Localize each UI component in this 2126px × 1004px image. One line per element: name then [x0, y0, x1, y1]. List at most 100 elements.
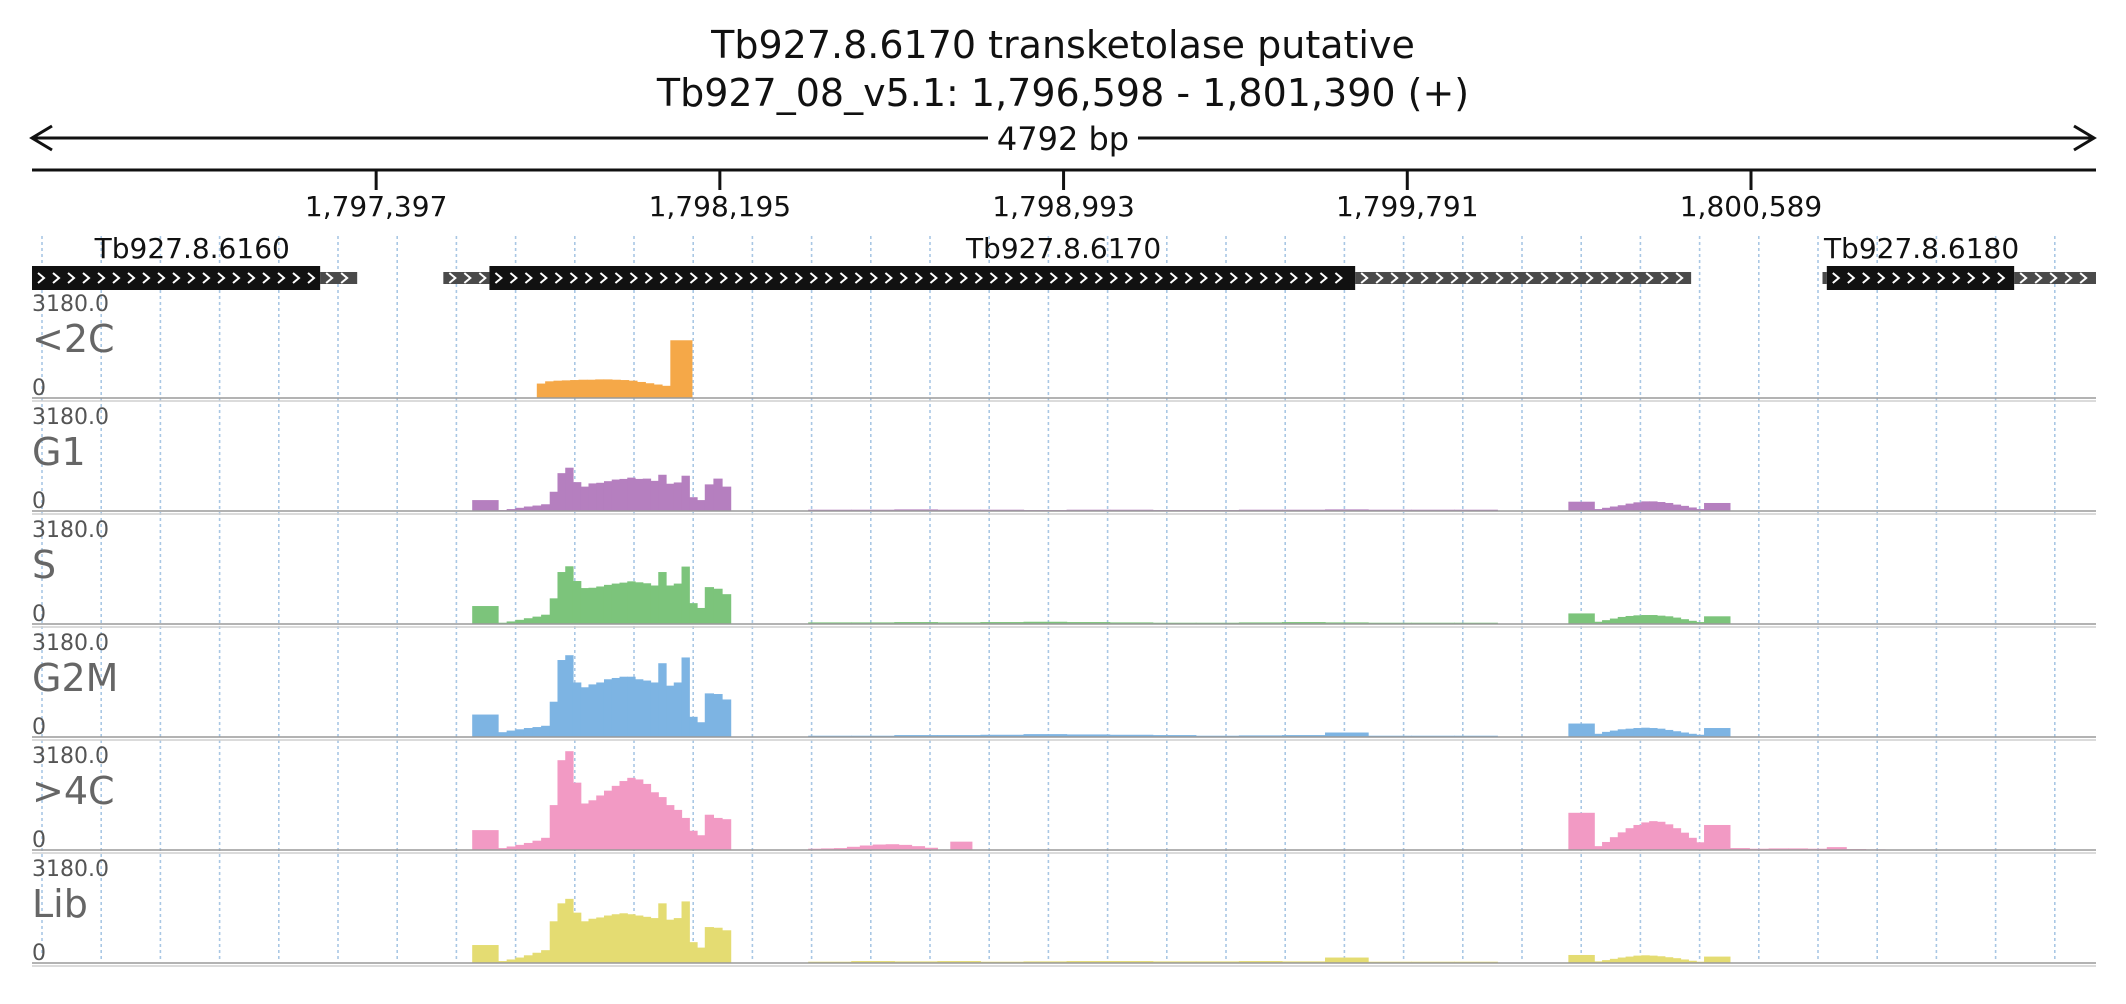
coverage-bar [650, 480, 659, 511]
coverage-bar [588, 684, 597, 737]
gene-model: Tb927.8.6160 [32, 232, 358, 290]
coverage-bar [1609, 958, 1619, 963]
coverage-bar [523, 728, 534, 737]
coverage-bar [565, 655, 574, 737]
coverage-bar [1568, 954, 1595, 963]
strand-arrow-icon [478, 272, 487, 284]
coverage-bar [603, 679, 613, 737]
coverage-bar [642, 916, 652, 963]
strand-arrow-icon [1675, 272, 1684, 284]
coverage-bar [506, 621, 516, 624]
strand-arrow-icon [2064, 272, 2073, 284]
coverage-bar [713, 478, 723, 511]
coverage-bar [603, 481, 613, 511]
coverage-bar [653, 384, 663, 398]
coverage-bar [1568, 723, 1595, 737]
coverage-bar [580, 921, 590, 963]
coverage-bar [627, 914, 636, 963]
coverage-bar [498, 732, 508, 737]
coverage-bar [588, 483, 597, 511]
coverage-bar [658, 663, 667, 737]
coverage-bar [924, 847, 938, 850]
strand-arrow-icon [2079, 272, 2088, 284]
strand-arrow-icon [277, 272, 286, 284]
strand-arrow-icon [989, 272, 998, 284]
coverage-bar [697, 722, 706, 737]
strand-arrow-icon [914, 272, 923, 284]
coverage-bar [1826, 847, 1847, 850]
strand-arrow-icon [2049, 272, 2058, 284]
coverage-bar [1109, 961, 1154, 963]
coverage-bar [1594, 509, 1603, 511]
coverage-bar [557, 760, 566, 850]
coverage-bar [1688, 733, 1697, 737]
coverage-bar [619, 913, 628, 963]
coverage-bar [636, 381, 646, 398]
coverage-bar [1656, 502, 1666, 511]
coverage-bar [697, 835, 706, 850]
coverage-bar [515, 729, 525, 737]
strand-arrow-icon [1510, 272, 1519, 284]
coverage-bar [565, 467, 574, 511]
coverage-bar [872, 844, 887, 850]
coverage-bar [549, 491, 559, 511]
coverage-bar [635, 478, 644, 511]
coverage-bar [627, 581, 636, 624]
coverage-bar [1656, 728, 1666, 737]
coverage-bar [689, 942, 698, 963]
strand-arrow-icon [217, 272, 226, 284]
strand-arrow-icon [2034, 272, 2043, 284]
coverage-bar [1641, 727, 1650, 737]
strand-arrow-icon [854, 272, 863, 284]
coverage-bar [572, 912, 582, 963]
coverage-bar [588, 587, 597, 624]
coverage-bar [603, 790, 613, 850]
strand-arrow-icon [1034, 272, 1043, 284]
cds-bar [32, 266, 321, 290]
coverage-bar [1688, 507, 1697, 511]
coverage-bar [645, 383, 655, 398]
strand-arrow-icon [463, 272, 472, 284]
coverage-bar [553, 380, 563, 398]
strand-arrow-icon [187, 272, 196, 284]
coverage-bar [506, 959, 516, 963]
coverage-bar [1768, 848, 1789, 850]
coverage-bar [1609, 837, 1619, 850]
coverage-bar [681, 901, 690, 963]
strand-arrow-icon [1289, 272, 1298, 284]
strand-arrow-icon [142, 272, 151, 284]
strand-arrow-icon [1862, 272, 1871, 284]
strand-arrow-icon [1877, 272, 1886, 284]
coverage-bar [557, 660, 566, 737]
coverage-bar [666, 585, 675, 624]
strand-arrow-icon [1952, 272, 1961, 284]
coverage-bar [1641, 501, 1650, 511]
coverage-bar [666, 483, 675, 511]
coverage-bar [1649, 955, 1658, 963]
strand-arrow-icon [1390, 272, 1399, 284]
coverage-bar [596, 795, 605, 850]
coverage-bar [1602, 841, 1611, 850]
coverage-bar [472, 606, 499, 624]
coverage-bar [681, 817, 690, 850]
coverage-bar [572, 782, 582, 850]
coverage-bar [1664, 957, 1674, 963]
coverage-bar [722, 699, 732, 737]
strand-arrow-icon [262, 272, 271, 284]
coverage-bar [937, 735, 982, 737]
coverage-bar [808, 622, 852, 624]
strand-arrow-icon [1525, 272, 1534, 284]
coverage-bar [611, 479, 621, 511]
coverage-bar [1281, 622, 1326, 624]
strand-arrow-icon [494, 272, 503, 284]
coverage-bar [1594, 621, 1603, 624]
coverage-bar [1617, 505, 1627, 511]
tick-label: 1,798,195 [649, 190, 792, 223]
track-ymin-label: 0 [32, 376, 46, 401]
coverage-bar [1066, 734, 1111, 737]
gene-title: Tb927.8.6170 transketolase putative [710, 23, 1415, 67]
coverage-bar [565, 566, 574, 624]
